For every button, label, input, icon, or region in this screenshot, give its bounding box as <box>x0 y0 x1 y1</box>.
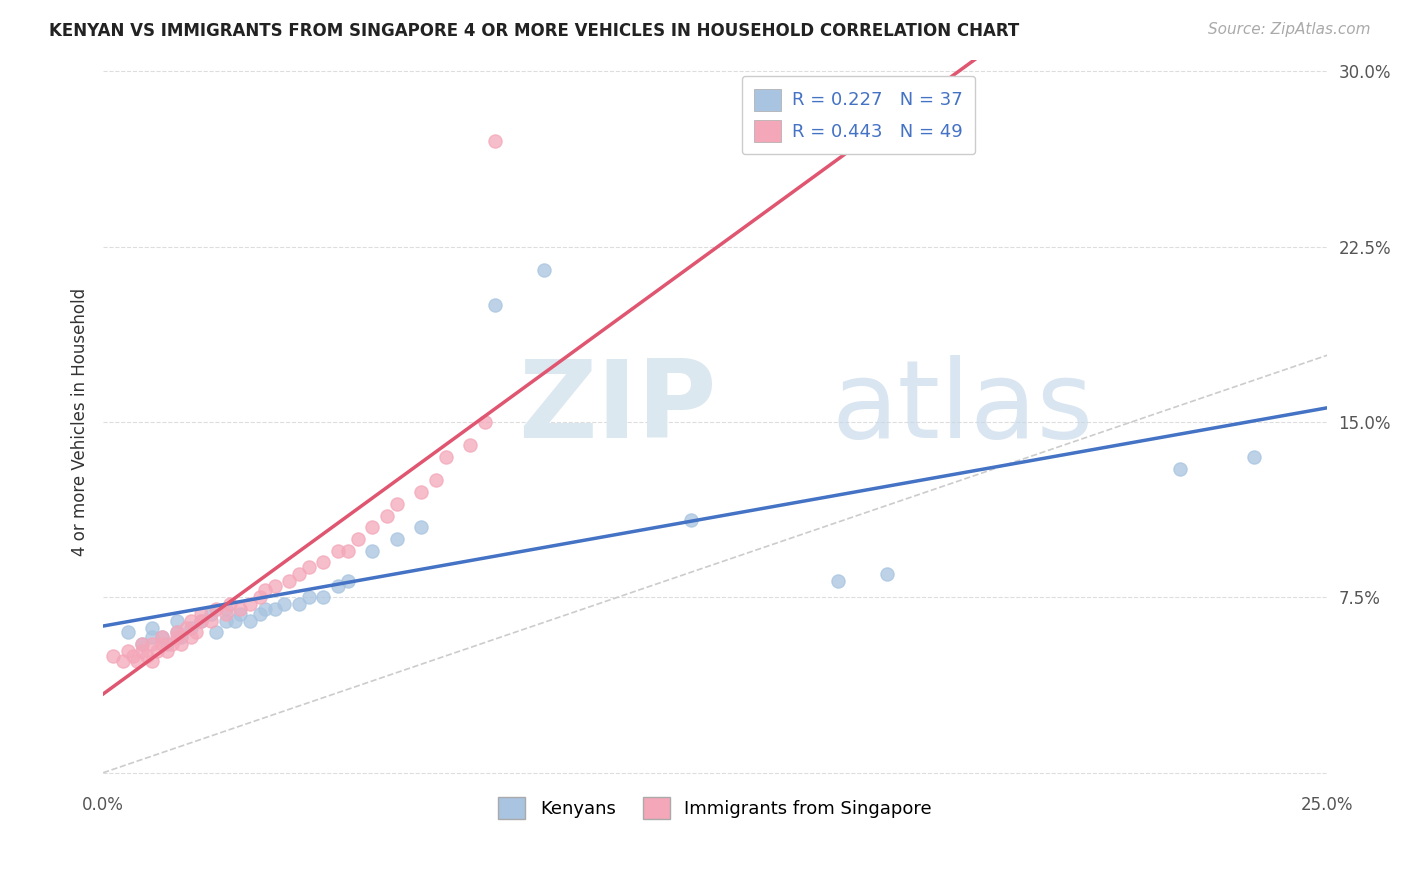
Point <box>146 644 169 658</box>
Point <box>253 602 276 616</box>
Point <box>150 630 173 644</box>
Point <box>288 598 311 612</box>
Point <box>200 614 222 628</box>
Point <box>1170 462 1192 476</box>
Point <box>160 637 183 651</box>
Point <box>328 543 350 558</box>
Point <box>101 648 124 663</box>
Point <box>180 630 202 644</box>
Point <box>141 637 163 651</box>
Point <box>346 532 368 546</box>
Point <box>214 607 236 621</box>
Point <box>156 644 179 658</box>
Point <box>186 625 208 640</box>
Point <box>484 298 506 312</box>
Point <box>361 520 384 534</box>
Point <box>298 560 321 574</box>
Point <box>385 532 408 546</box>
Point <box>336 543 359 558</box>
Point <box>224 614 246 628</box>
Point <box>249 607 271 621</box>
Point <box>214 602 236 616</box>
Point <box>156 637 179 651</box>
Point <box>170 637 193 651</box>
Point <box>141 653 163 667</box>
Point <box>117 625 139 640</box>
Point <box>229 607 252 621</box>
Point <box>131 637 153 651</box>
Point <box>131 637 153 651</box>
Point <box>141 621 163 635</box>
Point <box>127 653 149 667</box>
Point <box>273 598 295 612</box>
Point <box>679 513 702 527</box>
Point <box>180 614 202 628</box>
Point <box>131 644 153 658</box>
Point <box>263 579 285 593</box>
Point <box>533 263 555 277</box>
Point <box>219 598 242 612</box>
Point <box>876 566 898 581</box>
Point <box>263 602 285 616</box>
Point <box>411 485 433 500</box>
Point <box>375 508 398 523</box>
Point <box>484 135 506 149</box>
Point <box>170 630 193 644</box>
Point <box>278 574 301 588</box>
Point <box>166 625 188 640</box>
Point <box>249 591 271 605</box>
Text: KENYAN VS IMMIGRANTS FROM SINGAPORE 4 OR MORE VEHICLES IN HOUSEHOLD CORRELATION : KENYAN VS IMMIGRANTS FROM SINGAPORE 4 OR… <box>49 22 1019 40</box>
Point <box>166 614 188 628</box>
Point <box>136 648 159 663</box>
Point <box>111 653 134 667</box>
Y-axis label: 4 or more Vehicles in Household: 4 or more Vehicles in Household <box>72 288 89 556</box>
Point <box>117 644 139 658</box>
Point <box>204 602 226 616</box>
Point <box>312 555 335 569</box>
Point <box>312 591 335 605</box>
Point <box>190 614 212 628</box>
Point <box>190 607 212 621</box>
Point <box>239 614 262 628</box>
Point <box>150 630 173 644</box>
Point <box>253 583 276 598</box>
Point <box>434 450 457 464</box>
Point <box>425 474 447 488</box>
Point <box>460 438 482 452</box>
Point <box>385 497 408 511</box>
Text: atlas: atlas <box>831 354 1094 460</box>
Point <box>141 630 163 644</box>
Point <box>204 625 226 640</box>
Point <box>166 625 188 640</box>
Point <box>214 614 236 628</box>
Point <box>288 566 311 581</box>
Point <box>827 574 849 588</box>
Point <box>361 543 384 558</box>
Text: ZIP: ZIP <box>517 354 717 460</box>
Point <box>150 637 173 651</box>
Legend: Kenyans, Immigrants from Singapore: Kenyans, Immigrants from Singapore <box>491 789 939 826</box>
Point <box>411 520 433 534</box>
Point <box>121 648 143 663</box>
Point <box>239 598 262 612</box>
Point <box>166 630 188 644</box>
Point <box>229 602 252 616</box>
Point <box>474 415 496 429</box>
Point <box>328 579 350 593</box>
Text: Source: ZipAtlas.com: Source: ZipAtlas.com <box>1208 22 1371 37</box>
Point <box>200 607 222 621</box>
Point <box>190 614 212 628</box>
Point <box>1243 450 1265 464</box>
Point <box>298 591 321 605</box>
Point <box>336 574 359 588</box>
Point <box>176 621 198 635</box>
Point <box>180 621 202 635</box>
